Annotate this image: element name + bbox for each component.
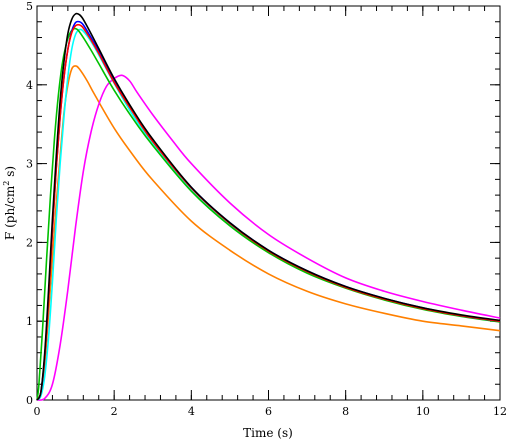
y-axis-title-superscript: 2 — [2, 181, 11, 186]
x-tick-label: 6 — [265, 405, 272, 418]
x-tick-label: 0 — [34, 405, 41, 418]
series-line-4 — [36, 27, 501, 401]
series-line-2 — [36, 74, 501, 401]
y-tick-label: 3 — [26, 158, 33, 171]
y-tick-label: 0 — [26, 394, 33, 407]
x-tick-label: 10 — [416, 405, 430, 418]
series-line-7 — [36, 12, 501, 401]
y-axis-title-base: F (ph/cm — [3, 185, 17, 240]
y-tick-label: 2 — [26, 236, 33, 249]
y-tick-label: 5 — [26, 0, 33, 13]
x-tick-label: 8 — [342, 405, 349, 418]
y-tick-label: 1 — [26, 315, 33, 328]
x-tick-label: 12 — [493, 405, 507, 418]
y-axis-title: F (ph/cm2 s) — [2, 166, 17, 240]
series-layer — [36, 12, 501, 401]
series-line-1 — [36, 65, 501, 401]
y-axis-title-tail: s) — [3, 166, 17, 181]
y-tick-label: 4 — [26, 79, 33, 92]
x-axis-title: Time (s) — [243, 426, 293, 440]
x-tick-label: 2 — [111, 405, 118, 418]
x-tick-label: 4 — [188, 405, 195, 418]
series-line-6 — [36, 23, 501, 401]
